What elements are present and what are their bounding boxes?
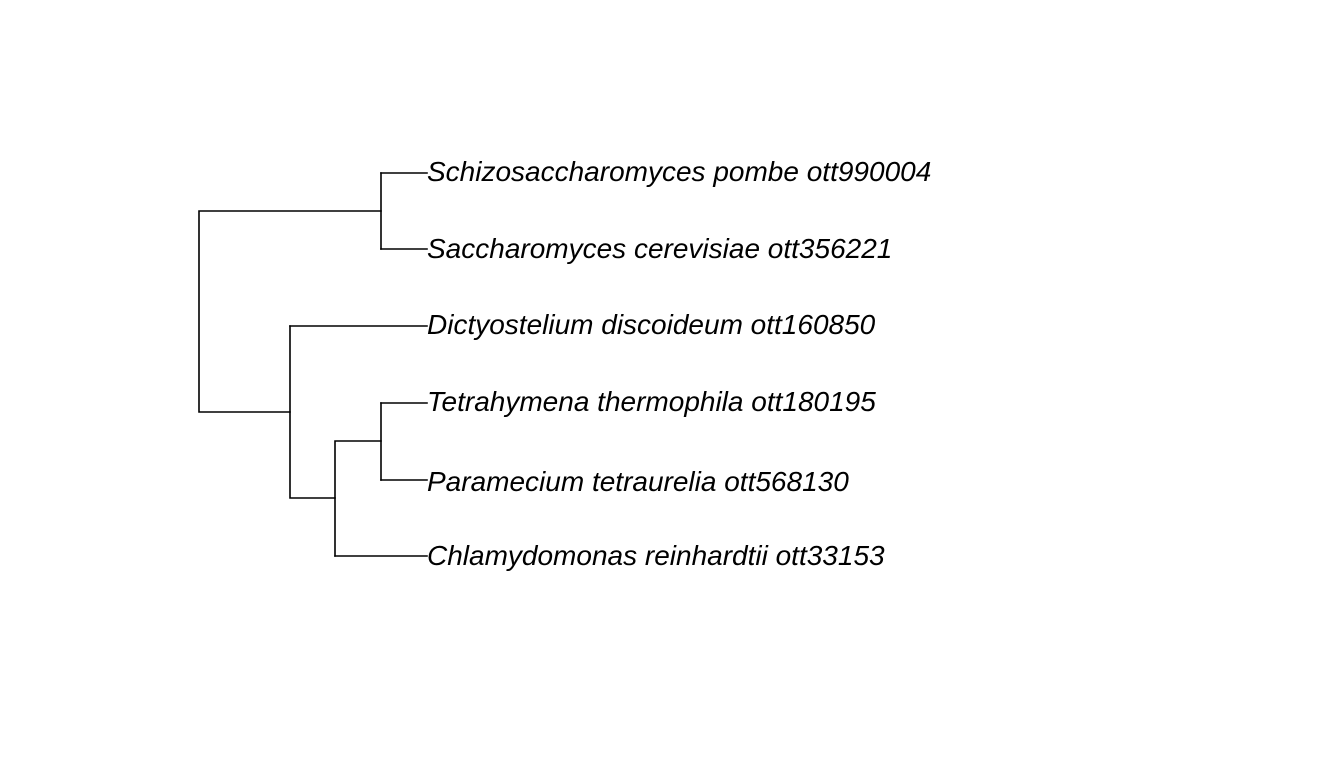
tip-label-chlamydomonas: Chlamydomonas reinhardtii ott33153	[427, 540, 885, 571]
inner-clade-branch	[334, 440, 382, 557]
tip-label-paramecium: Paramecium tetraurelia ott568130	[427, 466, 849, 497]
tip-labels: Schizosaccharomyces pombe ott990004 Sacc…	[427, 156, 931, 571]
root-branch	[198, 210, 382, 413]
tip-label-dictyostelium: Dictyostelium discoideum ott160850	[427, 309, 876, 340]
tip-label-saccharomyces: Saccharomyces cerevisiae ott356221	[427, 233, 892, 264]
outer-clade-branch	[289, 325, 336, 499]
tip-label-schizosaccharomyces: Schizosaccharomyces pombe ott990004	[427, 156, 931, 187]
tree-branches	[198, 172, 428, 557]
tip-label-tetrahymena: Tetrahymena thermophila ott180195	[427, 386, 876, 417]
